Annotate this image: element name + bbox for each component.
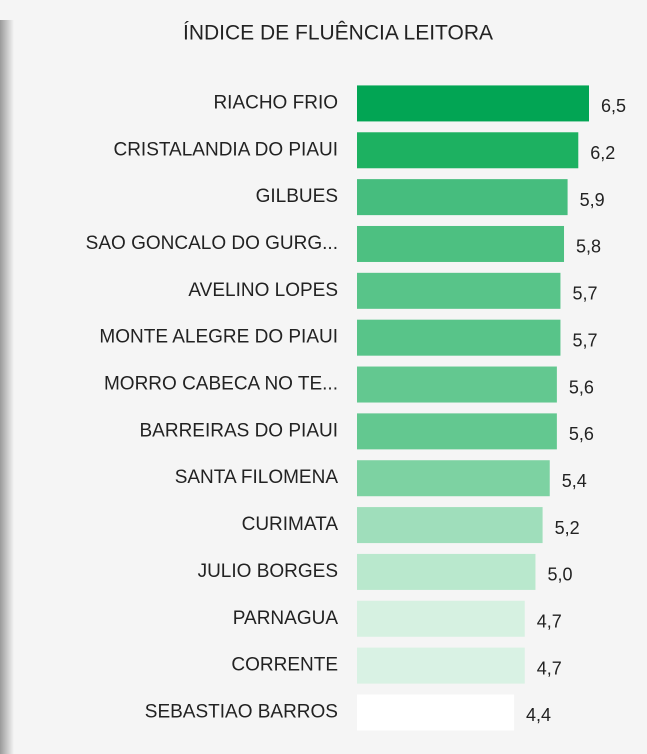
category-label: CORRENTE xyxy=(231,655,338,676)
value-label: 5,6 xyxy=(569,377,594,397)
category-label: BARREIRAS DO PIAUI xyxy=(140,420,339,441)
value-label: 5,9 xyxy=(580,190,605,210)
value-label: 6,2 xyxy=(590,143,615,163)
value-label: 5,0 xyxy=(547,565,572,585)
category-label: JULIO BORGES xyxy=(198,561,338,582)
bar xyxy=(357,366,557,403)
value-label: 6,5 xyxy=(601,96,626,116)
bar xyxy=(357,85,589,122)
value-label: 5,8 xyxy=(576,237,601,257)
value-label: 5,2 xyxy=(555,518,580,538)
category-label: CURIMATA xyxy=(242,514,339,535)
bar xyxy=(357,460,550,497)
category-label: RIACHO FRIO xyxy=(213,92,338,113)
panel-shadow xyxy=(0,20,14,754)
value-label: 4,7 xyxy=(537,658,562,678)
category-label: AVELINO LOPES xyxy=(188,280,338,301)
bar xyxy=(357,132,579,169)
chart-title: ÍNDICE DE FLUÊNCIA LEITORA xyxy=(183,22,493,45)
bar xyxy=(357,272,561,309)
bar xyxy=(357,647,525,684)
bar xyxy=(357,413,557,450)
bar xyxy=(357,179,568,216)
category-label: MORRO CABECA NO TE... xyxy=(104,374,338,395)
category-label: GILBUES xyxy=(256,186,338,207)
bar xyxy=(357,507,543,544)
category-label: MONTE ALEGRE DO PIAUI xyxy=(99,327,338,348)
value-label: 4,4 xyxy=(526,705,551,725)
category-label: SANTA FILOMENA xyxy=(175,467,339,488)
category-label: SAO GONCALO DO GURG... xyxy=(86,233,338,254)
bar xyxy=(357,225,565,262)
bar xyxy=(357,319,561,356)
value-label: 5,7 xyxy=(572,330,597,350)
category-label: SEBASTIAO BARROS xyxy=(145,701,338,722)
bar xyxy=(357,600,525,637)
category-label: CRISTALANDIA DO PIAUI xyxy=(113,139,338,160)
category-label: PARNAGUA xyxy=(233,608,339,629)
bar xyxy=(357,694,515,731)
value-label: 5,4 xyxy=(562,471,587,491)
bar xyxy=(357,553,536,590)
value-label: 4,7 xyxy=(537,612,562,632)
value-label: 5,7 xyxy=(572,284,597,304)
value-label: 5,6 xyxy=(569,424,594,444)
